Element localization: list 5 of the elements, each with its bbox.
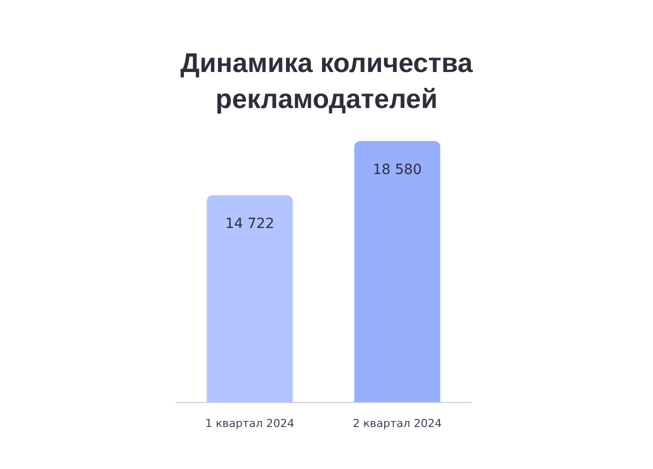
x-tick-label: 2 квартал 2024 xyxy=(352,417,442,430)
chart-title: Динамика количества рекламодателей xyxy=(180,48,474,114)
x-tick-label: 1 квартал 2024 xyxy=(205,417,294,430)
data-label: 18 580 xyxy=(372,162,422,178)
data-label: 14 722 xyxy=(225,216,274,232)
